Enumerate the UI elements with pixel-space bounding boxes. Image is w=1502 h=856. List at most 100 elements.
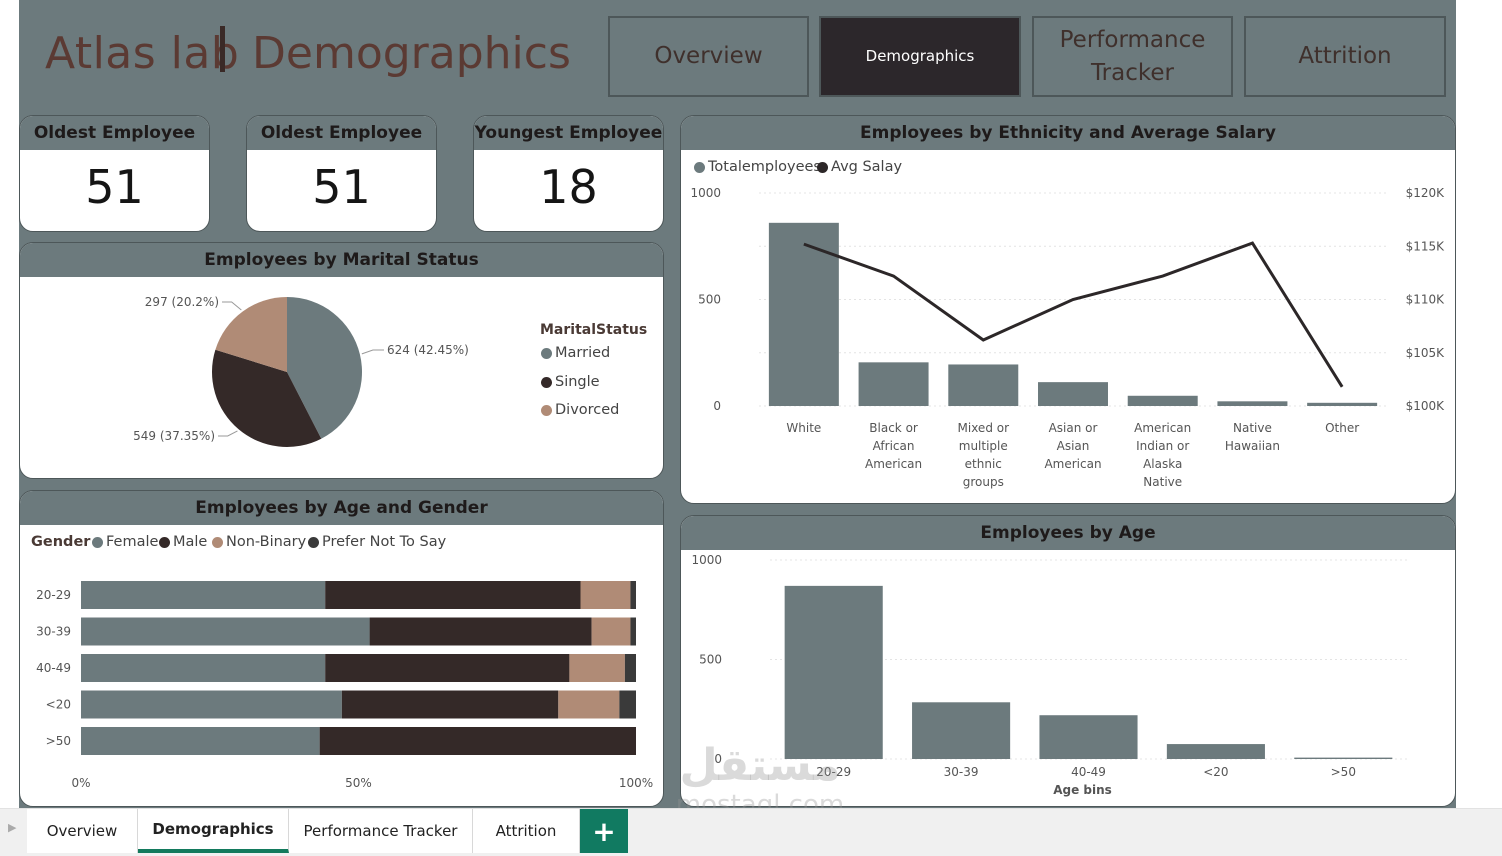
bar-segment-male <box>325 654 570 682</box>
y2-tick-label: $115K <box>1406 239 1446 253</box>
kpi-card-oldest: Oldest Employee 51 <box>19 115 210 232</box>
bar-segment-prefer-not-to-say <box>624 654 636 682</box>
ethnicity-combo-chart[interactable]: 0 500 1000 $100K $105K $110K $115K $120K White Bl… <box>681 116 1456 504</box>
y-tick-label: 1000 <box>690 186 721 200</box>
nav-overview-button[interactable]: Overview <box>608 16 809 97</box>
bar-segment-female <box>81 581 326 609</box>
legend-item-prefer-not-to-say[interactable]: Prefer Not To Say <box>308 534 446 550</box>
nav-demographics-button[interactable]: Demographics <box>819 16 1021 97</box>
watermark-arabic: مستقل <box>679 740 841 791</box>
y-tick-label: <20 <box>46 698 71 712</box>
tab-attrition[interactable]: Attrition <box>473 809 580 853</box>
y2-tick-label: $105K <box>1406 346 1446 360</box>
x-tick-label: 20-29 <box>816 765 851 779</box>
kpi-title: Oldest Employee <box>20 116 209 150</box>
pie-leader-line <box>218 430 238 437</box>
bar-age <box>912 702 1011 759</box>
nav-performance-tracker-button[interactable]: Performance Tracker <box>1032 16 1233 97</box>
y-tick-label: 500 <box>698 293 721 307</box>
kpi-title: Youngest Employee <box>474 116 663 150</box>
x-tick-label: American <box>865 457 922 471</box>
add-page-button[interactable]: + <box>580 809 628 853</box>
tab-demographics[interactable]: Demographics <box>138 809 289 853</box>
y-tick-label: 40-49 <box>36 661 71 675</box>
legend-item-avg-salary[interactable]: Avg Salay <box>817 159 902 175</box>
bar-age <box>1166 744 1265 759</box>
pie-leader-line <box>361 349 384 355</box>
legend-item-single[interactable]: Single <box>541 374 600 390</box>
age-card: Employees by Age 0 500 1000 20-29 30-39 40-49… <box>680 515 1456 807</box>
bar-segment-non-binary <box>591 617 631 646</box>
x-tick-label: Hawaiian <box>1225 439 1280 453</box>
chart-title: Employees by Age <box>681 516 1455 550</box>
legend-item-male[interactable]: Male <box>159 534 207 550</box>
legend-item-divorced[interactable]: Divorced <box>541 402 619 418</box>
x-tick-label: Other <box>1325 421 1359 435</box>
y-tick-label: 0 <box>713 399 721 413</box>
legend-dot <box>694 161 705 173</box>
kpi-title: Oldest Employee <box>247 116 436 150</box>
bar-segment-female <box>81 654 326 682</box>
bar-totalemployees <box>858 362 929 406</box>
chart-title: Employees by Age and Gender <box>20 491 663 525</box>
y-tick-label: 30-39 <box>36 625 71 639</box>
y2-tick-label: $100K <box>1406 399 1446 413</box>
pie-data-label: 297 (20.2%) <box>145 295 219 309</box>
tab-overview[interactable]: Overview <box>27 809 138 853</box>
bar-segment-male <box>369 617 592 646</box>
x-tick-label: Asian <box>1057 439 1090 453</box>
x-tick-label: Native <box>1233 421 1272 435</box>
x-tick-label: Alaska <box>1143 457 1182 471</box>
x-tick-label: ethnic <box>965 457 1002 471</box>
tab-performance-tracker[interactable]: Performance Tracker <box>289 809 473 853</box>
y-tick-label: 500 <box>699 653 722 667</box>
kpi-value: 51 <box>85 160 144 214</box>
kpi-value: 18 <box>539 160 598 214</box>
legend-dot <box>541 376 552 388</box>
chart-title: Employees by Marital Status <box>20 243 663 277</box>
pie-leader-line <box>222 301 242 311</box>
bar-totalemployees <box>1038 382 1108 406</box>
x-tick-label: 0% <box>71 776 90 790</box>
age-bar-chart[interactable]: 0 500 1000 20-29 30-39 40-49 <20 >50 Age bins <box>681 516 1456 807</box>
kpi-value: 51 <box>312 160 371 214</box>
legend-dot <box>159 536 170 548</box>
x-tick-label: 100% <box>619 776 653 790</box>
bar-segment-prefer-not-to-say <box>630 581 636 609</box>
age-gender-card: Employees by Age and Gender Gender Femal… <box>19 490 664 807</box>
pie-data-label: 624 (42.45%) <box>387 343 469 357</box>
bar-totalemployees <box>1127 395 1198 406</box>
kpi-card-oldest-2: Oldest Employee 51 <box>246 115 437 232</box>
app-title: Atlas lab <box>45 28 240 79</box>
y-tick-label: >50 <box>46 734 71 748</box>
legend-dot <box>817 161 828 173</box>
marital-pie-chart[interactable]: 624 (42.45%) 549 (37.35%) 297 (20.2%) <box>20 277 664 479</box>
bar-segment-non-binary <box>569 654 625 682</box>
pie-slice-single <box>212 349 322 447</box>
legend-item-married[interactable]: Married <box>541 345 610 361</box>
legend-item-female[interactable]: Female <box>92 534 158 550</box>
legend-item-totalemployees[interactable]: Totalemployees <box>694 159 821 175</box>
legend-dot <box>308 536 319 548</box>
y-tick-label: 20-29 <box>36 588 71 602</box>
x-tick-label: Native <box>1143 475 1182 489</box>
pie-slice-married <box>287 297 363 439</box>
legend-dot <box>541 404 552 416</box>
x-tick-label: Asian or <box>1049 421 1098 435</box>
title-separator <box>220 26 225 72</box>
marital-status-card: Employees by Marital Status 624 (42.45%)… <box>19 242 664 479</box>
x-tick-label: White <box>786 421 821 435</box>
pie-data-label: 549 (37.35%) <box>133 429 215 443</box>
bar-segment-prefer-not-to-say <box>619 690 636 719</box>
chart-title: Employees by Ethnicity and Average Salar… <box>681 116 1455 150</box>
page-tab-bar: ▶ Overview Demographics Performance Trac… <box>0 808 1502 856</box>
bar-segment-female <box>81 690 342 719</box>
age-gender-bar-chart[interactable]: 20-29 30-39 40-49 <20 >50 0% 50% 100% <box>20 491 664 807</box>
bar-segment-prefer-not-to-say <box>630 617 636 646</box>
bar-segment-male <box>341 690 559 719</box>
legend-item-non-binary[interactable]: Non-Binary <box>212 534 306 550</box>
nav-attrition-button[interactable]: Attrition <box>1244 16 1446 97</box>
bar-segment-male <box>319 727 636 755</box>
y-tick-label: 0 <box>714 752 722 766</box>
scroll-left-icon[interactable]: ▶ <box>8 821 17 834</box>
